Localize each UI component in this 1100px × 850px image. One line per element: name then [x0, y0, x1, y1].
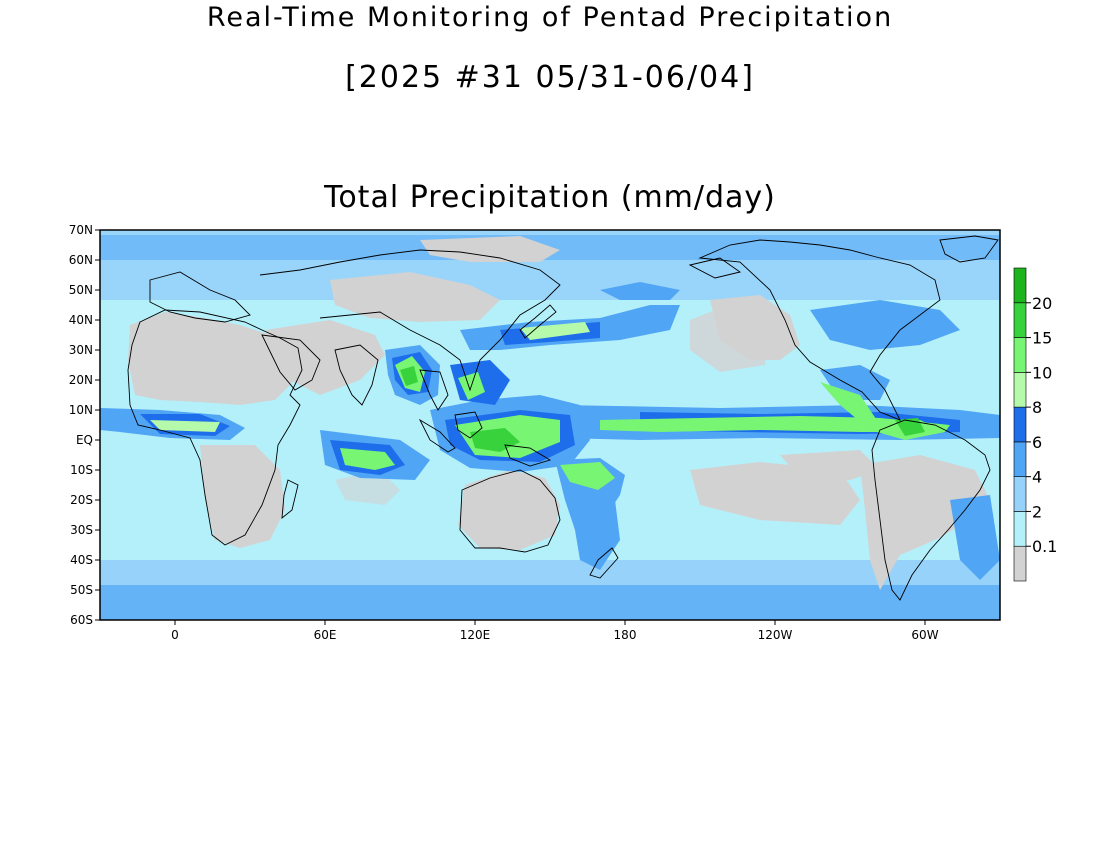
central-asia-dry	[330, 272, 500, 322]
lon-tick-label: 120W	[758, 628, 793, 642]
gulf-stream-blue	[810, 300, 960, 350]
africa-coast	[127, 309, 303, 546]
lat-tick-label: 60S	[70, 613, 93, 627]
lat-tick-label: 50N	[69, 283, 93, 297]
lat-tick-label: 30N	[69, 343, 93, 357]
south-america-dry	[860, 455, 990, 590]
meiyu-green	[520, 322, 590, 340]
siberia-dry	[420, 236, 560, 262]
latitude-axis: 70N 60N 50N 40N 30N 20N 10N EQ 10S 20S 30S 40S 50S 60…	[69, 223, 100, 627]
indian-green	[340, 448, 395, 470]
colorbar-swatch	[1013, 511, 1027, 547]
southeast-pacific-dry	[780, 450, 880, 480]
indochina-coast	[419, 369, 449, 411]
colorbar-swatch	[1013, 441, 1027, 477]
lat-tick-label: 60N	[69, 253, 93, 267]
madagascar-coast	[281, 479, 299, 520]
colorbar-legend: 0.1 2 4 6 8 10 15 20	[1013, 267, 1057, 582]
tasman-blue	[570, 500, 620, 570]
lat-tick-label: 20N	[69, 373, 93, 387]
africa-green	[150, 420, 220, 432]
bengal-dark-green	[400, 366, 418, 386]
lat-tick-label: 20S	[70, 493, 93, 507]
north-pacific-dry	[690, 300, 770, 372]
colorbar-label: 20	[1032, 294, 1052, 313]
arabia-coast	[261, 334, 321, 391]
colorbar-swatch	[1013, 372, 1027, 408]
alaska-coast	[688, 257, 742, 279]
maritime-dark-green	[470, 428, 520, 452]
colorbar-label: 10	[1032, 363, 1052, 382]
precipitation-field	[100, 230, 1000, 620]
colorbar-swatch	[1013, 337, 1027, 373]
lon-tick-label: 120E	[460, 628, 491, 642]
page-title: Real-Time Monitoring of Pentad Precipita…	[206, 2, 894, 33]
lat-tick-label: 30S	[70, 523, 93, 537]
lat-tick-label: 40N	[69, 313, 93, 327]
lon-tick-label: 0	[171, 628, 179, 642]
australia-coast	[459, 469, 561, 553]
lat-tick-label: 10S	[70, 463, 93, 477]
coastlines	[127, 235, 999, 601]
asia-coast	[259, 249, 561, 392]
lat-tick-label: 40S	[70, 553, 93, 567]
colorbar-label: 8	[1032, 398, 1042, 417]
longitude-axis: 0 60E 120E 180 120W 60W	[171, 620, 939, 642]
newguinea-coast	[504, 444, 552, 467]
africa-sahara-dry	[128, 312, 300, 405]
lat-tick-label: 70N	[69, 223, 93, 237]
colorbar-label: 4	[1032, 468, 1042, 487]
colorbar-label: 2	[1032, 502, 1042, 521]
colorbar-swatch	[1013, 302, 1027, 338]
lon-tick-label: 60W	[911, 628, 938, 642]
colorbar-label: 15	[1032, 329, 1052, 348]
spcz-green	[560, 462, 615, 490]
colorbar-label: 6	[1032, 433, 1042, 452]
colorbar-swatch	[1013, 476, 1027, 512]
lat-tick-label: 10N	[69, 403, 93, 417]
map-title: Total Precipitation (mm/day)	[324, 180, 776, 215]
nz-coast	[589, 547, 619, 579]
south-america-coast	[871, 419, 991, 601]
japan-coast	[519, 304, 557, 339]
north-pacific-blue	[600, 282, 680, 300]
borneo-coast	[454, 411, 483, 439]
lon-tick-label: 60E	[314, 628, 337, 642]
southern-africa-dry	[200, 445, 285, 548]
india-coast	[334, 344, 379, 406]
colorbar-swatch	[1013, 267, 1027, 304]
south-storm-band-core	[100, 585, 1000, 620]
sumatra-coast	[418, 418, 456, 453]
lat-tick-label: EQ	[76, 433, 93, 447]
period-subtitle: [2025 #31 05/31-06/04]	[345, 60, 755, 95]
colorbar-swatch	[1013, 406, 1027, 443]
europe-coast	[149, 271, 251, 323]
map-frame	[99, 229, 1001, 621]
middle-east-dry	[265, 320, 385, 395]
colorbar-label: 0.1	[1032, 537, 1057, 556]
patagonia-blue	[950, 495, 1000, 580]
greenland-coast	[939, 235, 999, 263]
lat-tick-label: 50S	[70, 583, 93, 597]
lon-tick-label: 180	[614, 628, 637, 642]
australia-dry	[458, 470, 560, 550]
colorbar-swatch	[1013, 545, 1027, 582]
north-america-coast	[698, 239, 941, 421]
